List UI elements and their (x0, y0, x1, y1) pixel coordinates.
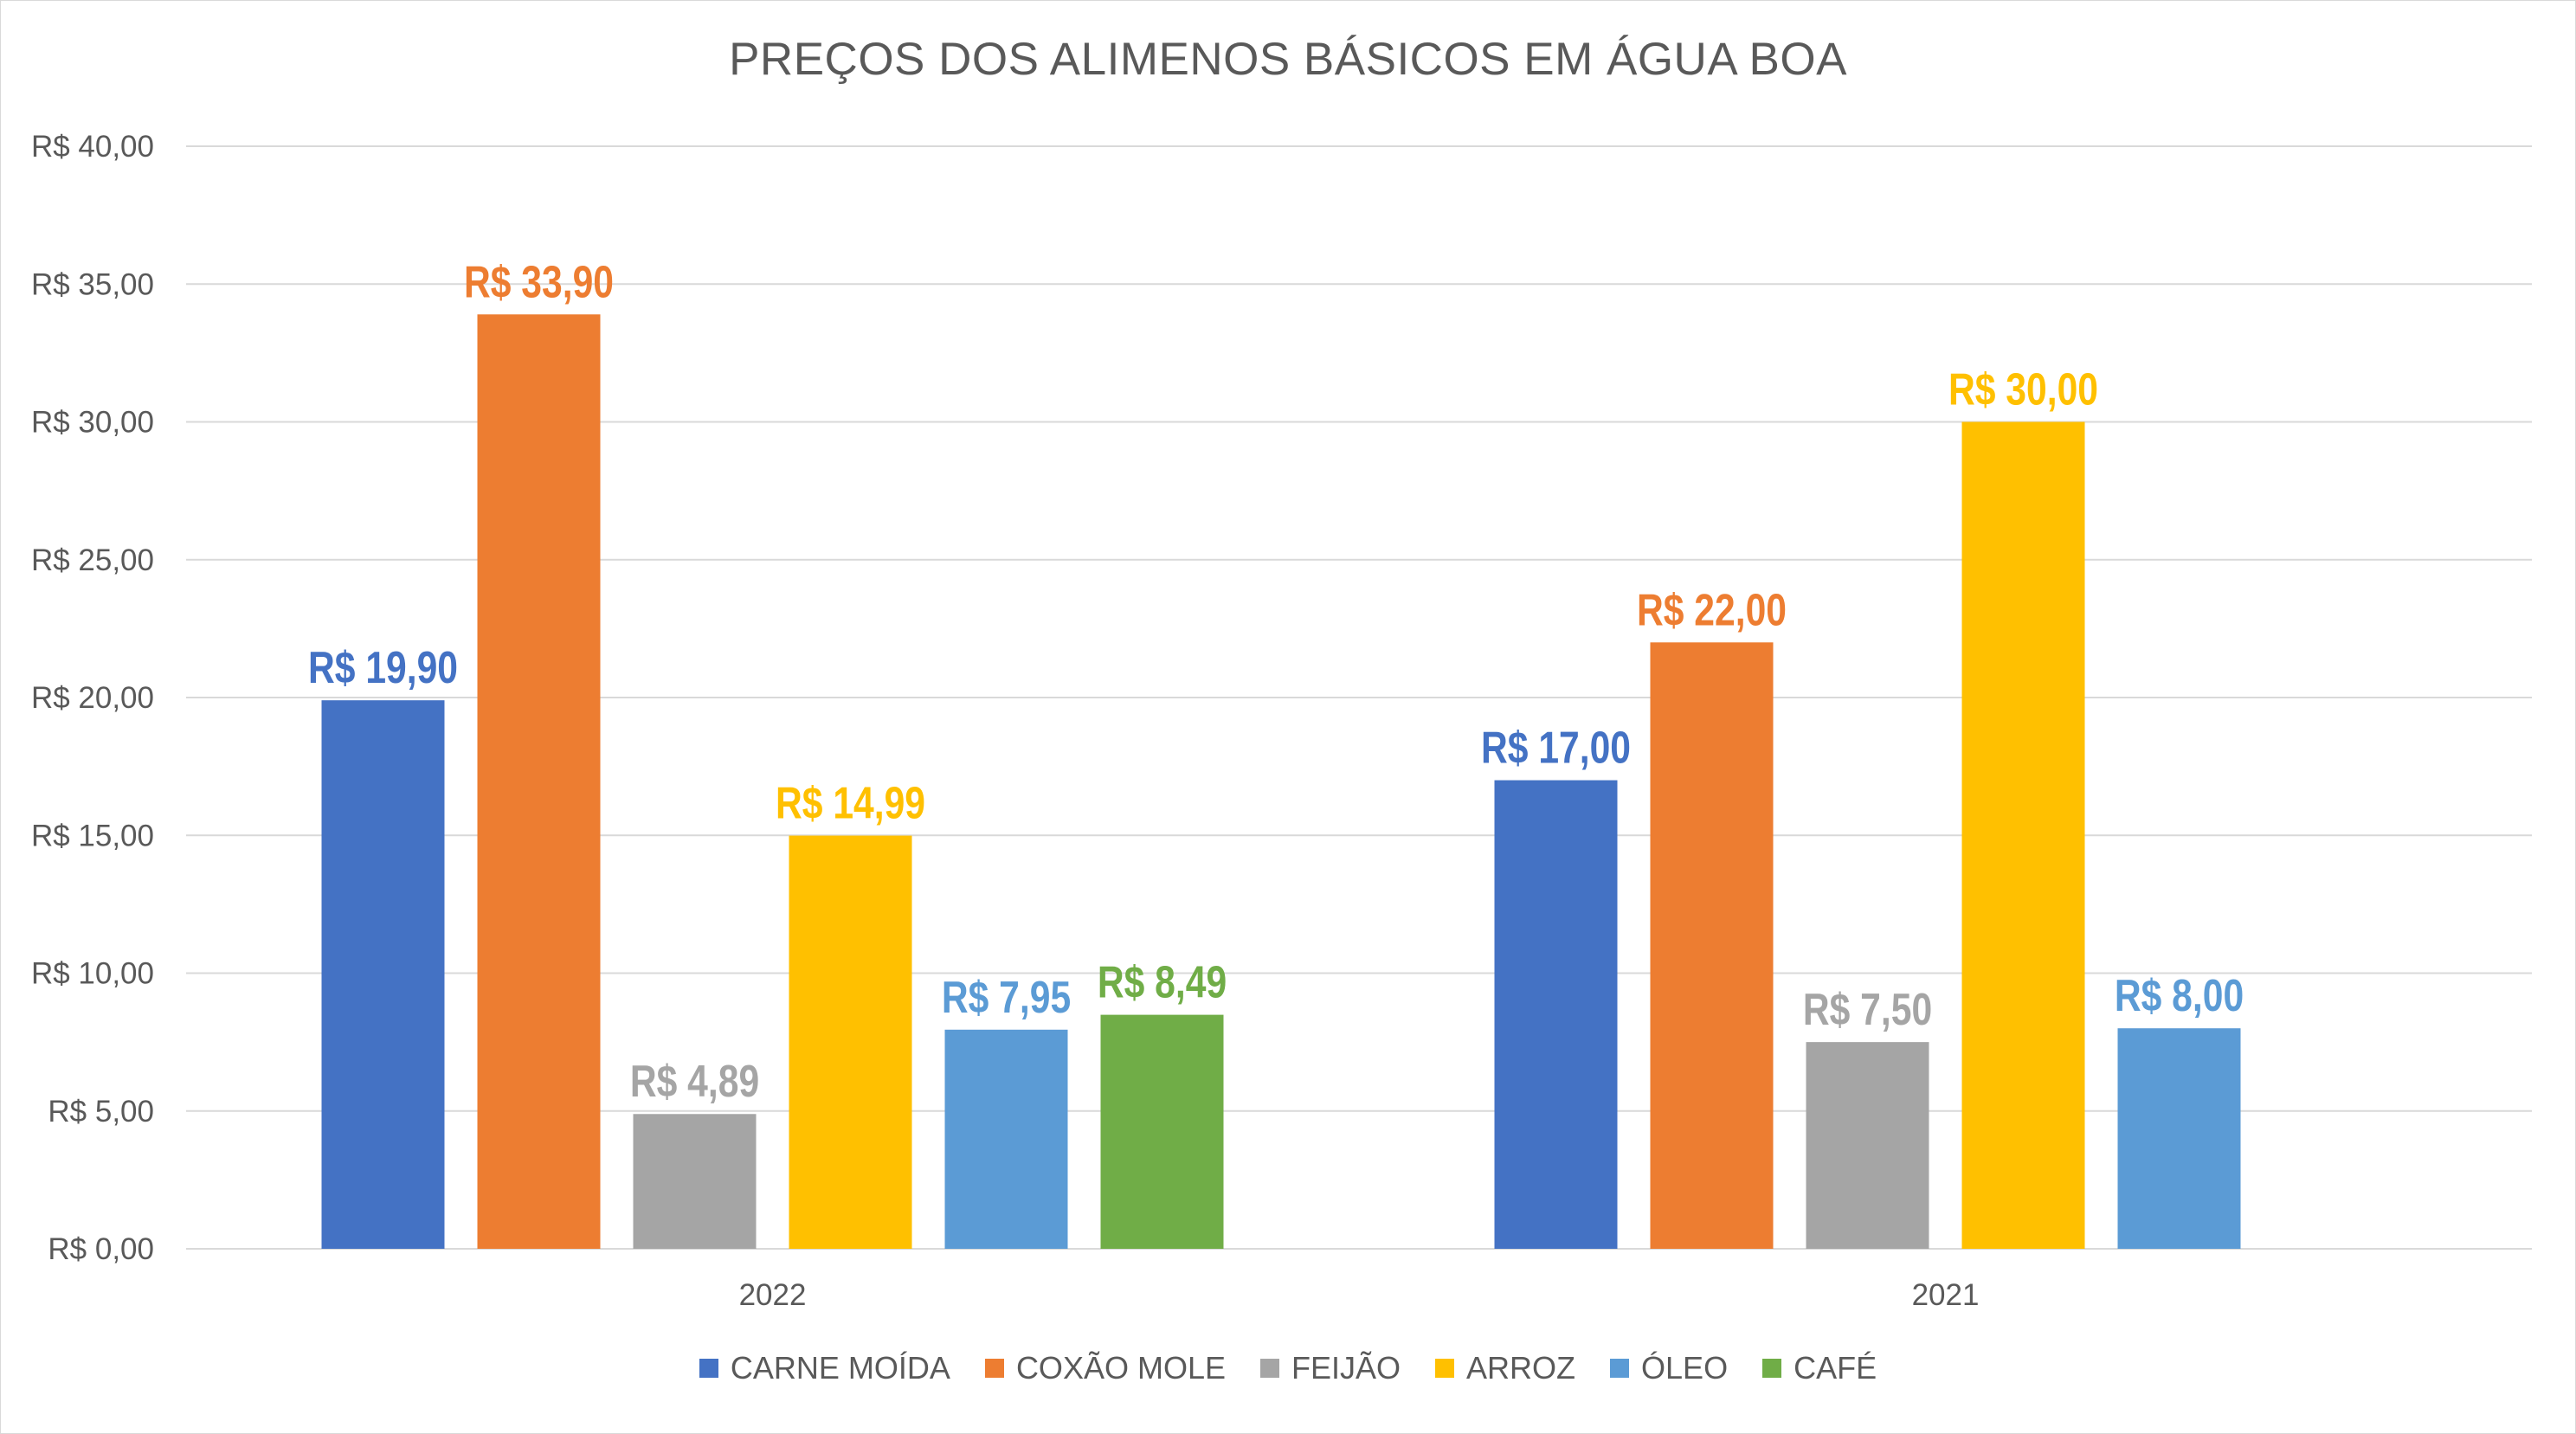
data-label: R$ 8,00 (2115, 971, 2244, 1021)
bar (1806, 1042, 1929, 1249)
bar (2117, 1028, 2241, 1249)
data-label: R$ 19,90 (308, 643, 458, 693)
legend-swatch (1435, 1359, 1455, 1378)
bar (1961, 421, 2085, 1249)
y-tick-label: R$ 35,00 (31, 267, 154, 301)
legend-item: CARNE MOÍDA (699, 1350, 950, 1386)
data-label: R$ 8,49 (1098, 958, 1227, 1008)
legend-label: COXÃO MOLE (1015, 1350, 1226, 1386)
y-tick-label: R$ 40,00 (31, 130, 154, 164)
chart-legend: CARNE MOÍDA COXÃO MOLE FEIJÃO ARROZ ÓLEO CAFÉ (0, 1350, 2576, 1386)
bar (633, 1114, 757, 1249)
legend-label: CAFÉ (1794, 1350, 1877, 1386)
x-tick-label: 2021 (1912, 1278, 1980, 1312)
legend-item: CAFÉ (1762, 1350, 1877, 1386)
legend-label: CARNE MOÍDA (730, 1350, 950, 1386)
data-label: R$ 33,90 (464, 257, 614, 307)
legend-swatch (1260, 1359, 1279, 1378)
y-tick-label: R$ 25,00 (31, 543, 154, 577)
y-tick-label: R$ 15,00 (31, 819, 154, 852)
data-label: R$ 4,89 (630, 1057, 759, 1107)
data-label: R$ 7,50 (1803, 985, 1932, 1035)
y-tick-label: R$ 20,00 (31, 681, 154, 715)
legend-swatch (1610, 1359, 1630, 1378)
legend-swatch (1762, 1359, 1782, 1378)
legend-label: ÓLEO (1641, 1350, 1729, 1386)
bar (1650, 642, 1774, 1249)
y-tick-label: R$ 5,00 (48, 1095, 154, 1129)
bar (789, 835, 912, 1249)
legend-swatch (699, 1359, 718, 1378)
legend-item: FEIJÃO (1260, 1350, 1401, 1386)
data-label: R$ 22,00 (1637, 585, 1787, 635)
legend-item: ÓLEO (1610, 1350, 1728, 1386)
y-tick-label: R$ 30,00 (31, 406, 154, 440)
legend-item: ARROZ (1435, 1350, 1575, 1386)
legend-swatch (984, 1359, 1004, 1378)
legend-label: FEIJÃO (1291, 1350, 1401, 1386)
legend-item: COXÃO MOLE (984, 1350, 1226, 1386)
legend-label: ARROZ (1466, 1350, 1576, 1386)
bar (1494, 780, 1618, 1249)
chart-title: PREÇOS DOS ALIMENOS BÁSICOS EM ÁGUA BOA (729, 34, 1847, 85)
data-label: R$ 17,00 (1481, 723, 1631, 774)
data-label: R$ 14,99 (776, 779, 925, 829)
y-tick-label: R$ 0,00 (48, 1232, 154, 1266)
x-tick-label: 2022 (739, 1278, 807, 1312)
y-tick-label: R$ 10,00 (31, 957, 154, 991)
bar (321, 700, 445, 1249)
bar (944, 1029, 1068, 1249)
data-label: R$ 30,00 (1948, 365, 2098, 415)
data-label: R$ 7,95 (942, 973, 1071, 1023)
bar (1100, 1014, 1224, 1249)
bar (477, 314, 601, 1249)
